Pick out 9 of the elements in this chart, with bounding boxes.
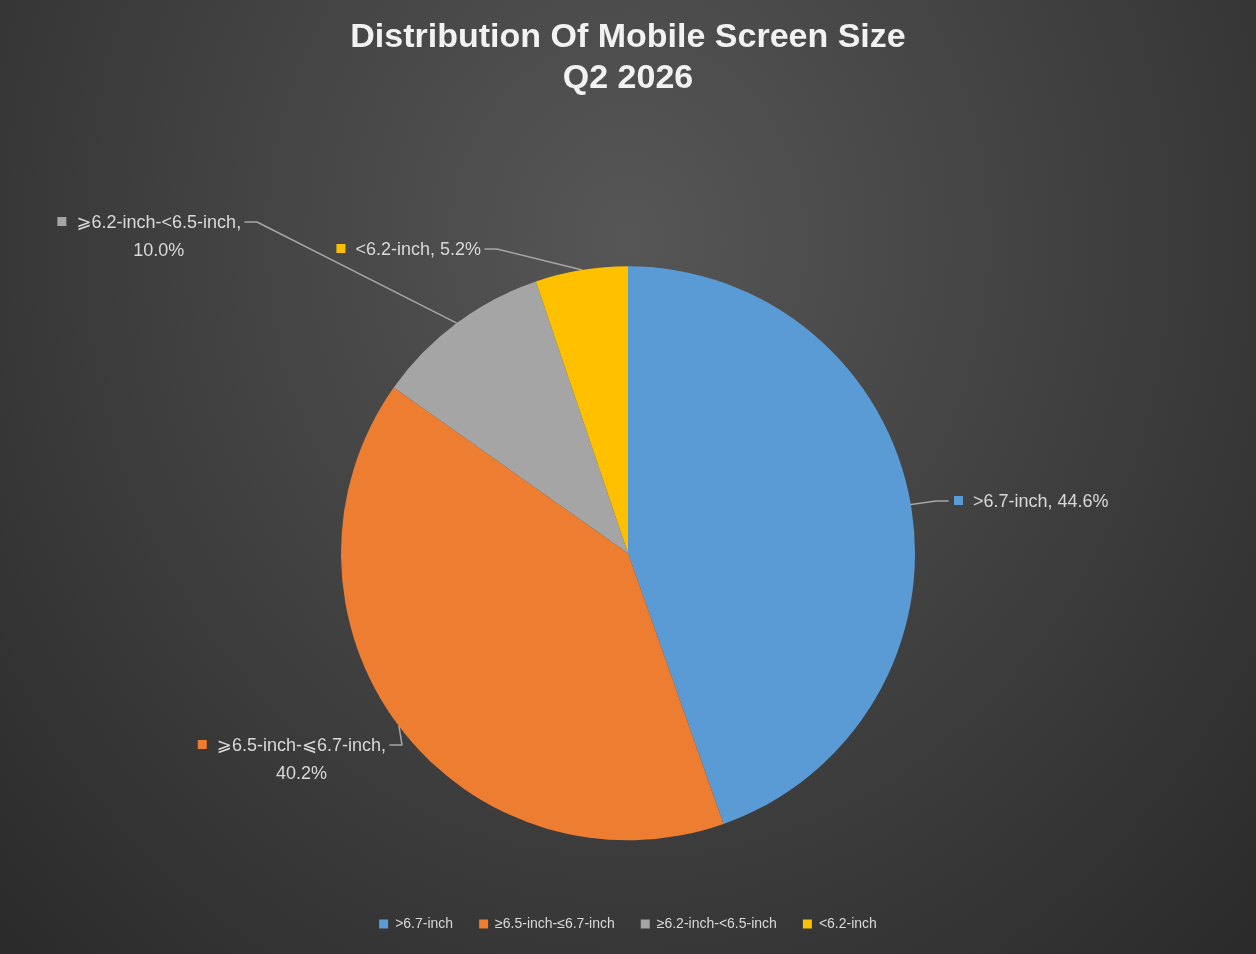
legend-label: >6.7-inch [395,914,454,931]
legend-label: ≥6.5-inch-≤6.7-inch [495,914,615,931]
data-label: ⩾6.5-inch-⩽6.7-inch, 40.2% [216,734,387,786]
chart-title: Distribution Of Mobile Screen Size Q2 2026 [350,15,906,95]
data-label: >6.7-inch, 44.6% [973,490,1109,514]
legend-label: ≥6.2-inch-<6.5-inch [656,914,777,931]
data-label: <6.2-inch, 5.2% [355,238,482,262]
data-label: ⩾6.2-inch-<6.5-inch, 10.0% [76,211,242,263]
legend-label: <6.2-inch [818,914,877,931]
